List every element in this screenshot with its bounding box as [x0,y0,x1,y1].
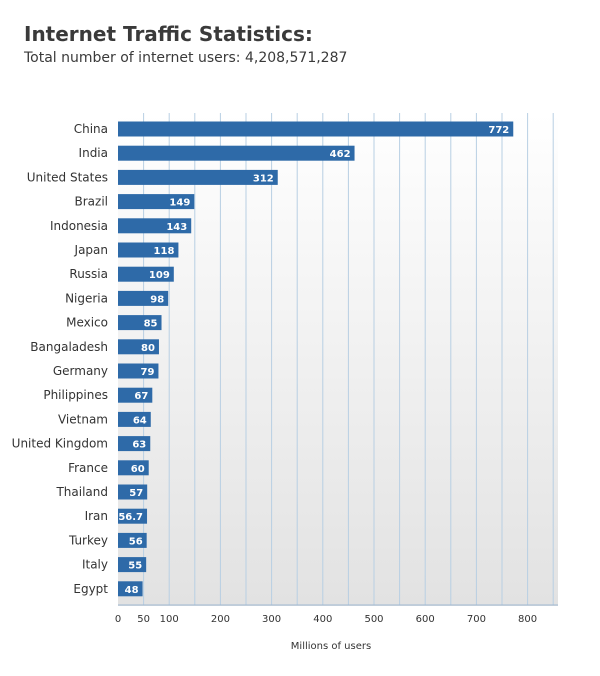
bar-value-label: 109 [149,270,170,281]
bar [118,194,195,210]
category-label: Russia [69,267,108,281]
category-label: France [68,461,108,475]
x-tick-label: 700 [467,614,486,625]
bar-value-label: 56 [129,536,143,547]
category-label: United States [27,170,108,184]
category-label: Bangaladesh [30,340,108,354]
category-label: Mexico [66,316,108,330]
category-label: Japan [74,243,108,257]
x-tick-label: 600 [416,614,435,625]
bar [118,557,147,573]
bar [118,411,151,427]
plot-area [118,113,558,606]
bar-value-label: 56.7 [118,512,143,523]
bar-value-label: 98 [150,294,164,305]
bar [118,508,148,524]
bar [118,387,153,403]
category-label: Iran [85,509,108,523]
bar-value-label: 149 [169,198,190,209]
category-label: Philippines [43,388,108,402]
bar-value-label: 60 [131,464,145,475]
x-axis-label: Millions of users [290,641,372,652]
category-label: China [74,122,108,136]
bar [118,218,192,234]
x-tick-label: 0 [115,614,121,625]
x-tick-label: 100 [160,614,179,625]
category-label: Thailand [55,485,108,499]
bar [118,121,514,137]
category-label: Nigeria [65,291,108,305]
category-label: Brazil [75,195,109,209]
category-label: Italy [82,558,108,572]
x-tick-label: 200 [211,614,230,625]
bars-group: 772 462 312 149 143 118 109 98 85 80 79 67 64 63 60 57 5… [118,121,514,597]
bar-value-label: 67 [134,391,148,402]
category-label: Turkey [68,533,108,547]
bar-value-label: 55 [128,561,142,572]
bar-value-label: 79 [141,367,155,378]
bar [118,266,174,282]
bar [118,290,169,306]
bar [118,169,278,185]
x-tick-labels: 0 50 100 200 300 400 500 600 700 800 [115,614,537,625]
bar-value-label: 143 [166,222,187,233]
bar-value-label: 118 [154,246,175,257]
bar [118,339,159,355]
category-labels: China India United States Brazil Indonesia Ja… [12,122,109,596]
category-label: India [79,146,108,160]
x-tick-label: 300 [262,614,281,625]
bar [118,242,179,258]
category-label: Vietnam [58,412,108,426]
x-tick-label: 400 [313,614,332,625]
gridlines [143,113,554,605]
bar-value-label: 63 [132,440,146,451]
chart-subtitle: Total number of internet users: 4,208,57… [24,50,348,66]
bar [118,436,151,452]
category-label: Egypt [73,582,108,596]
bar [118,581,143,597]
bar-value-label: 57 [129,488,143,499]
bar [118,363,159,379]
bar-value-label: 312 [253,173,274,184]
bar-value-label: 772 [488,125,509,136]
bar-value-label: 85 [144,319,158,330]
bar-value-label: 462 [330,149,351,160]
bar [118,532,147,548]
bar [118,460,149,476]
bar-value-label: 80 [141,343,155,354]
x-tick-label: 500 [364,614,383,625]
bar-value-label: 48 [125,585,139,596]
bar [118,315,162,331]
x-tick-label: 50 [137,614,150,625]
chart-title: Internet Traffic Statistics: [24,22,313,46]
bar-value-label: 64 [133,415,147,426]
category-label: United Kingdom [12,437,108,451]
category-label: Germany [53,364,108,378]
bar [118,484,148,500]
category-label: Indonesia [50,219,108,233]
x-tick-label: 800 [518,614,537,625]
bar [118,145,355,161]
